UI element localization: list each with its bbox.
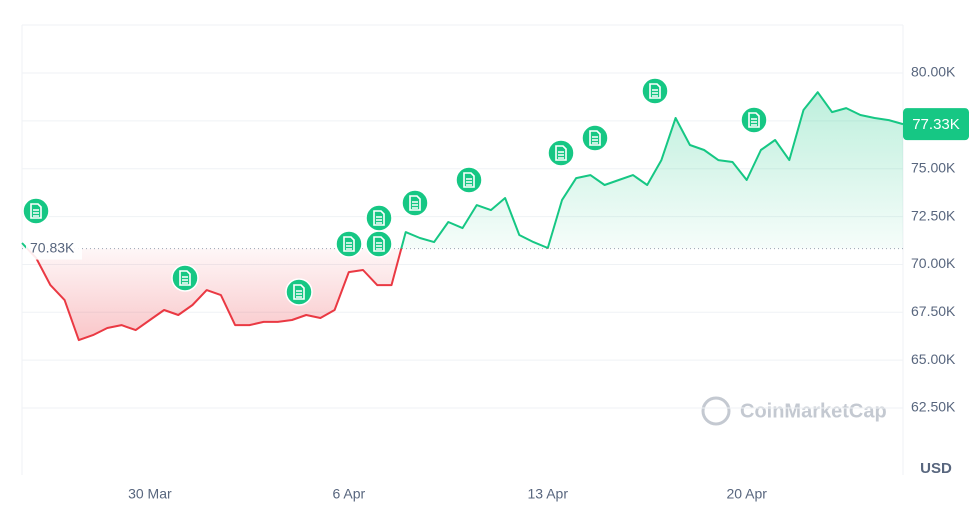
news-icon xyxy=(555,145,567,161)
news-marker[interactable] xyxy=(401,189,429,217)
news-circle xyxy=(365,230,393,258)
news-circle xyxy=(581,124,609,152)
news-icon xyxy=(409,195,421,211)
baseline-label: 70.83K xyxy=(30,239,75,255)
watermark: CoinMarketCap xyxy=(740,400,887,422)
news-icon xyxy=(748,112,760,128)
watermark-logo xyxy=(701,396,731,426)
news-marker[interactable] xyxy=(365,204,393,232)
news-circle xyxy=(285,278,313,306)
currency: USD xyxy=(920,460,952,477)
news-circle xyxy=(740,106,768,134)
news-circle xyxy=(171,264,199,292)
news-marker[interactable] xyxy=(22,197,50,225)
y-tick-label: 80.00K xyxy=(911,64,956,80)
current-price-box xyxy=(903,108,969,141)
area-fill xyxy=(22,92,903,341)
news-circle xyxy=(22,197,50,225)
y-tick-label: 70.00K xyxy=(911,255,956,271)
price-line xyxy=(21,91,904,342)
x-tick-label: 30 Mar xyxy=(128,486,172,502)
watermark-group: CoinMarketCap xyxy=(701,396,887,426)
baseline-label-bg xyxy=(26,237,82,260)
x-tick-label: 6 Apr xyxy=(332,486,365,502)
y-tick-label: 62.50K xyxy=(911,399,956,415)
current-price-label: 77.33K xyxy=(912,116,960,133)
y-tick-label: 65.00K xyxy=(911,351,956,367)
news-marker[interactable] xyxy=(365,230,393,258)
news-marker[interactable] xyxy=(581,124,609,152)
news-marker[interactable] xyxy=(335,230,363,258)
news-icon xyxy=(463,172,475,188)
news-icon xyxy=(343,236,355,252)
news-icon xyxy=(179,270,191,286)
y-tick-label: 72.50K xyxy=(911,207,956,223)
news-marker[interactable] xyxy=(455,166,483,194)
news-marker[interactable] xyxy=(740,106,768,134)
news-icon xyxy=(373,236,385,252)
x-tick-label: 20 Apr xyxy=(726,486,767,502)
news-marker[interactable] xyxy=(641,77,669,105)
x-tick-label: 13 Apr xyxy=(528,486,569,502)
news-circle xyxy=(641,77,669,105)
news-marker[interactable] xyxy=(285,278,313,306)
news-circle xyxy=(455,166,483,194)
news-marker[interactable] xyxy=(171,264,199,292)
news-marker[interactable] xyxy=(547,139,575,167)
news-icon xyxy=(649,83,661,99)
news-icon xyxy=(589,130,601,146)
news-icon xyxy=(373,210,385,226)
y-tick-label: 75.00K xyxy=(911,159,956,175)
news-icon xyxy=(30,203,42,219)
news-circle xyxy=(547,139,575,167)
y-tick-label: 67.50K xyxy=(911,303,956,319)
news-circle xyxy=(335,230,363,258)
news-circle xyxy=(365,204,393,232)
news-circle xyxy=(401,189,429,217)
news-icon xyxy=(293,284,305,300)
